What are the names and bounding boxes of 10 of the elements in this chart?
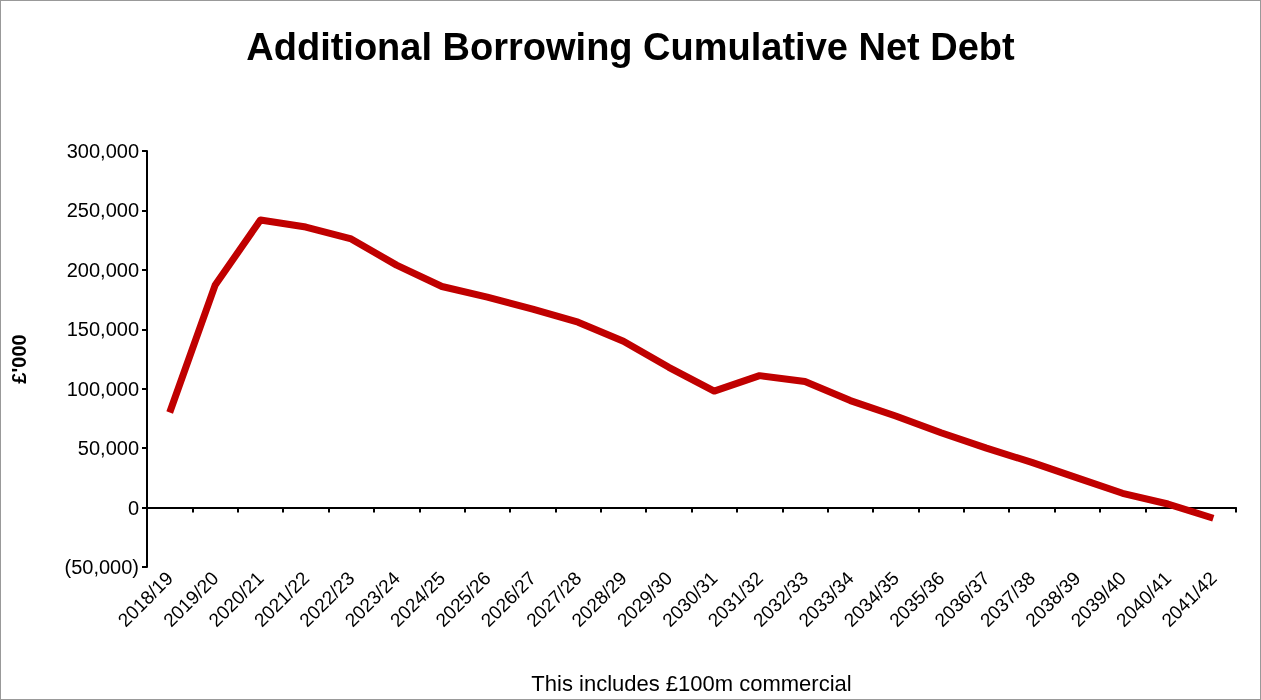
y-tick-label: 150,000 — [66, 318, 139, 341]
y-tick-label: 100,000 — [66, 377, 139, 400]
y-tick-label: 300,000 — [66, 140, 139, 162]
y-axis-title: £'000 — [8, 334, 30, 384]
y-tick-label: 250,000 — [66, 199, 139, 222]
chart-title: Additional Borrowing Cumulative Net Debt — [246, 26, 1016, 68]
y-tick-label: 0 — [127, 496, 139, 519]
y-tick-label: 200,000 — [66, 258, 139, 281]
y-tick-label: 50,000 — [77, 437, 139, 460]
x-axis-title: This includes £100m commercial — [531, 670, 852, 696]
